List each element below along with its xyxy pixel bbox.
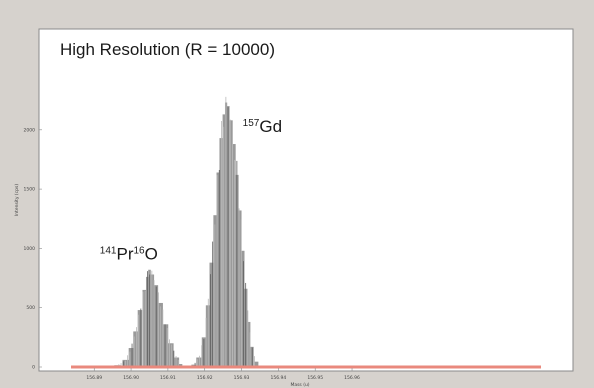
peak-bar: [205, 305, 210, 367]
x-tick-label: 156.90: [123, 375, 139, 381]
y-tick-label: 0: [32, 365, 35, 371]
y-tick-label: 1500: [24, 187, 36, 193]
peak-bar: [168, 343, 174, 367]
pr-mass-number: 141: [100, 246, 117, 257]
peak-bar: [196, 357, 202, 367]
plot-area: [38, 28, 574, 372]
y-tick-label: 1000: [24, 246, 36, 252]
x-axis-title: Mass (u): [290, 382, 309, 388]
x-tick-label: 156.94: [271, 375, 287, 381]
peak-label-pr-o: 141Pr16O: [100, 245, 158, 264]
pr-element-symbol: Pr: [116, 245, 133, 264]
o-mass-number: 16: [133, 246, 145, 257]
peak-bar: [133, 331, 138, 367]
peak-bar: [229, 120, 233, 367]
y-tick-label: 500: [26, 305, 35, 311]
peak-bar: [209, 262, 214, 367]
peak-bar: [238, 210, 242, 367]
peak-bar: [128, 348, 134, 367]
peak-bar: [216, 172, 220, 367]
peak-bar: [150, 274, 155, 367]
gd-mass-number: 157: [243, 118, 260, 129]
peak-label-gd: 157Gd: [243, 117, 282, 136]
praseodymium-oxide-peak: [114, 269, 183, 367]
peak-bar: [219, 138, 223, 367]
peak-bar: [137, 310, 143, 367]
peak-bar: [254, 361, 259, 367]
y-axis-title: Intensity (cps): [14, 184, 20, 216]
y-tick-label: 2000: [24, 127, 36, 133]
x-tick-label: 156.91: [160, 375, 176, 381]
x-tick-label: 156.92: [197, 375, 213, 381]
x-tick-label: 156.96: [344, 375, 360, 381]
peak-bar: [122, 359, 130, 367]
peak-bar: [232, 144, 236, 367]
peak-bar: [247, 321, 251, 367]
x-tick-label: 156.93: [234, 375, 250, 381]
gadolinium-157-peak: [191, 96, 259, 368]
peak-bar: [241, 250, 245, 367]
o-element-symbol: O: [145, 245, 158, 264]
peak-bar: [142, 289, 147, 367]
gd-element-symbol: Gd: [259, 117, 282, 136]
peak-bar: [174, 357, 180, 367]
peak-bar: [250, 346, 254, 367]
x-tick-label: 156.95: [307, 375, 323, 381]
peak-bar: [163, 324, 169, 367]
x-tick-label: 156.89: [86, 375, 102, 381]
chart-title: High Resolution (R = 10000): [60, 40, 275, 59]
